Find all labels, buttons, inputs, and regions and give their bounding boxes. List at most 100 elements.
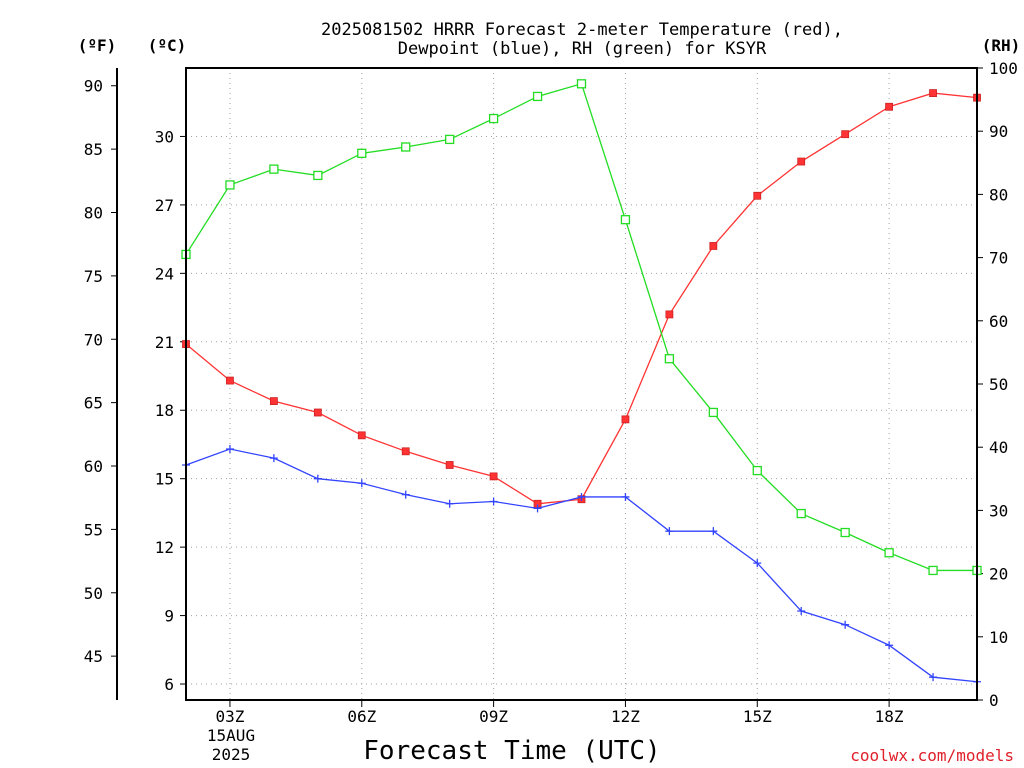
- temperature-point: [269, 397, 278, 406]
- plot-frame: [185, 67, 978, 701]
- fahrenheit-axis: 45 50 55 60 65 70 75 80 85 90: [84, 77, 117, 666]
- temperature-point: [621, 415, 630, 424]
- dewpoint-point: [225, 445, 234, 454]
- celsius-tick-label: 9: [164, 607, 174, 626]
- rh-point: [225, 180, 235, 190]
- fahrenheit-tick-label: 70: [84, 330, 103, 349]
- rh-tick-label: 50: [989, 375, 1008, 394]
- celsius-tick-label: 15: [155, 470, 174, 489]
- chart-title-line-1: 2025081502 HRRR Forecast 2-meter Tempera…: [321, 20, 843, 40]
- rh-point: [532, 91, 543, 102]
- temperature-point: [226, 376, 234, 385]
- series-group: [181, 79, 982, 686]
- dewpoint-point: [489, 497, 498, 506]
- rh-axis: 0 10 20 30 40 50 60 70 80 90 100: [977, 59, 1018, 710]
- rh-point: [840, 527, 850, 538]
- dewpoint-point: [357, 479, 366, 488]
- rh-unit-label: (RH): [982, 36, 1021, 55]
- rh-tick-label: 10: [989, 628, 1008, 647]
- dewpoint-line: [185, 448, 978, 683]
- dewpoint-point: [313, 474, 322, 483]
- temperature-point: [885, 102, 894, 111]
- temperature-point: [401, 447, 410, 456]
- date-label-year: 2025: [212, 745, 251, 764]
- rh-tick-label: 20: [989, 565, 1008, 584]
- dewpoint-point: [577, 492, 586, 501]
- rh-point: [576, 79, 587, 89]
- dewpoint-point: [269, 454, 278, 463]
- celsius-tick-label: 27: [155, 196, 174, 215]
- rh-tick-label: 60: [989, 312, 1008, 331]
- temperature-point: [929, 89, 937, 97]
- rh-point: [752, 465, 762, 476]
- dewpoint-point: [753, 559, 762, 568]
- rh-point: [357, 148, 367, 158]
- grid-lines: [186, 68, 977, 700]
- fahrenheit-tick-label: 45: [84, 647, 103, 666]
- temperature-point: [709, 242, 718, 250]
- x-tick-label: 09Z: [479, 707, 508, 726]
- temperature-point: [445, 461, 454, 469]
- celsius-tick-label: 24: [155, 264, 174, 283]
- rh-tick-label: 90: [989, 122, 1008, 141]
- fahrenheit-tick-label: 85: [84, 140, 103, 159]
- temperature-point: [665, 310, 674, 319]
- chart-title-line-2: Dewpoint (blue), RH (green) for KSYR: [398, 39, 767, 59]
- rh-point: [884, 548, 894, 558]
- rh-point: [488, 113, 499, 124]
- rh-tick-label: 100: [989, 59, 1018, 78]
- temperature-line: [185, 92, 978, 505]
- temperature-point: [753, 191, 762, 200]
- x-axis-title: Forecast Time (UTC): [363, 736, 660, 766]
- dewpoint-point: [445, 499, 454, 508]
- rh-point: [313, 170, 323, 181]
- rh-point: [445, 134, 455, 145]
- rh-tick-label: 30: [989, 501, 1008, 520]
- dewpoint-point: [621, 492, 630, 501]
- rh-tick-label: 80: [989, 185, 1008, 204]
- dewpoint-point: [841, 620, 850, 629]
- x-tick-label: 03Z: [215, 707, 244, 726]
- rh-tick-label: 0: [989, 691, 999, 710]
- rh-point: [928, 565, 938, 576]
- rh-point: [708, 407, 718, 418]
- rh-point: [796, 508, 806, 519]
- dewpoint-point: [797, 607, 806, 616]
- x-axis: 03Z 06Z 09Z 12Z 15Z 18Z: [215, 700, 904, 726]
- dewpoint-point: [665, 527, 674, 536]
- dewpoint-point: [929, 673, 938, 682]
- x-tick-label: 15Z: [743, 707, 772, 726]
- celsius-axis: 6 9 12 15 18 21 24 27 30: [155, 127, 186, 694]
- celsius-unit-label: (ºC): [148, 36, 187, 55]
- fahrenheit-tick-label: 50: [84, 584, 103, 603]
- rh-point: [269, 164, 279, 174]
- temperature-point: [489, 472, 498, 481]
- temperature-point: [357, 431, 366, 440]
- fahrenheit-tick-label: 55: [84, 520, 103, 539]
- temperature-point: [841, 130, 850, 139]
- temperature-point: [797, 157, 806, 166]
- date-label-day: 15AUG: [207, 726, 255, 745]
- celsius-tick-label: 30: [155, 127, 174, 146]
- celsius-tick-label: 12: [155, 538, 174, 557]
- fahrenheit-tick-label: 60: [84, 457, 103, 476]
- fahrenheit-unit-label: (ºF): [78, 36, 117, 55]
- fahrenheit-tick-label: 80: [84, 204, 103, 223]
- x-tick-label: 18Z: [875, 707, 904, 726]
- celsius-tick-label: 21: [155, 333, 174, 352]
- celsius-tick-label: 6: [164, 675, 174, 694]
- rh-point: [401, 142, 411, 152]
- x-tick-label: 06Z: [347, 707, 376, 726]
- dewpoint-point: [709, 527, 718, 536]
- dewpoint-point: [885, 641, 894, 650]
- temperature-point: [313, 408, 322, 417]
- fahrenheit-tick-label: 75: [84, 267, 103, 286]
- rh-point: [620, 215, 631, 225]
- rh-tick-label: 40: [989, 438, 1008, 457]
- fahrenheit-tick-label: 65: [84, 394, 103, 413]
- rh-point: [664, 354, 675, 364]
- dewpoint-point: [401, 490, 410, 499]
- rh-tick-label: 70: [989, 249, 1008, 268]
- credit-text: coolwx.com/models: [850, 746, 1014, 765]
